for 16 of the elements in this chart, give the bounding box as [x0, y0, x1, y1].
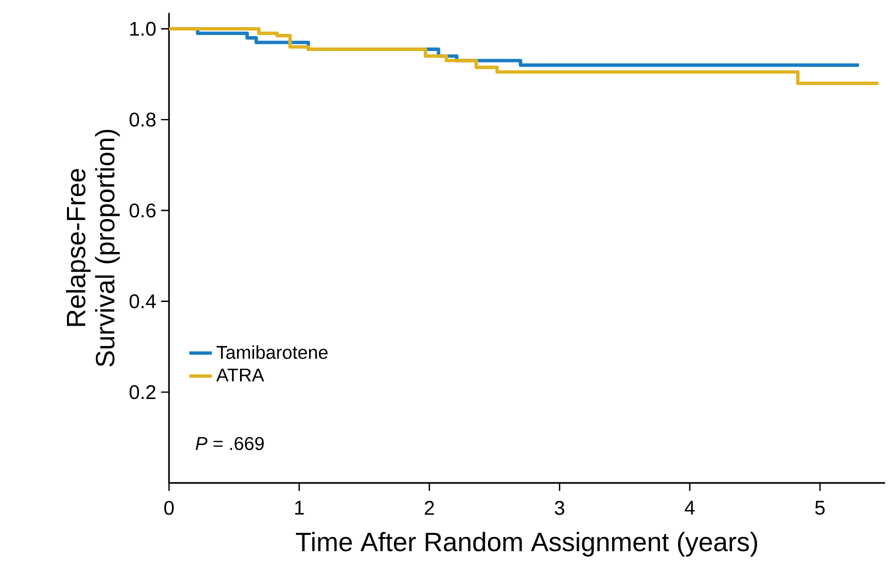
x-tick-label: 0 — [164, 500, 174, 515]
x-tick-label: 3 — [554, 500, 564, 515]
x-tick-label: 2 — [424, 500, 434, 515]
x-axis-title: Time After Random Assignment (years) — [296, 532, 758, 557]
legend-label: Tamibarotene — [216, 345, 328, 359]
y-tick-label: 0.2 — [130, 385, 156, 400]
x-tick-label: 1 — [295, 500, 304, 514]
legend-label: ATRA — [216, 368, 264, 382]
y-tick-label: 1.0 — [130, 22, 156, 36]
annotation: P = .669 — [196, 436, 264, 450]
x-tick-label: 5 — [815, 500, 825, 515]
y-tick-label: 0.6 — [130, 203, 156, 218]
y-tick-label: 0.8 — [130, 112, 156, 127]
y-tick-label: 0.4 — [130, 294, 156, 308]
x-tick-label: 4 — [684, 500, 695, 514]
y-axis-title: Relapse-Free Survival (proportion) — [66, 130, 120, 366]
